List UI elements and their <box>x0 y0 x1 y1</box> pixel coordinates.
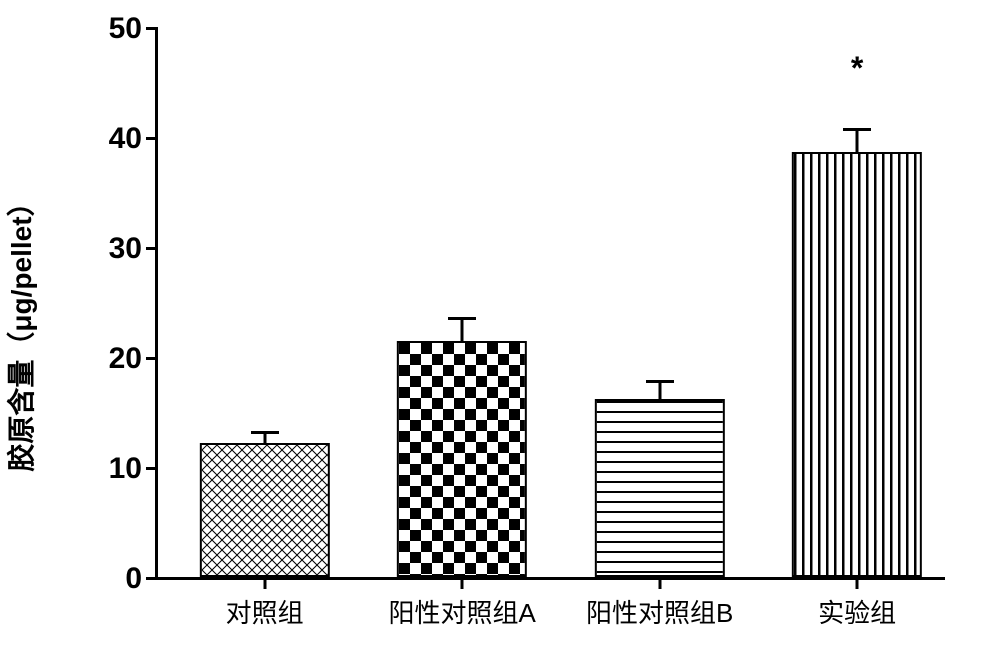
error-stem <box>461 317 464 340</box>
error-bar <box>448 317 476 340</box>
chart-container: 胶原含量（μg/pellet） 01020304050对照组阳性对照组A阳性对照… <box>0 0 1000 660</box>
y-tick: 20 <box>109 342 158 376</box>
y-tick: 0 <box>125 562 158 596</box>
y-tick-mark <box>146 357 158 360</box>
y-tick-label: 20 <box>109 342 142 376</box>
x-category-label: 对照组 <box>226 593 304 630</box>
x-tick-mark <box>658 577 661 589</box>
x-tick-mark <box>461 577 464 589</box>
error-bar <box>251 431 279 443</box>
x-tick-mark <box>263 577 266 589</box>
y-axis-label: 胶原含量（μg/pellet） <box>0 188 40 471</box>
error-stem <box>856 128 859 152</box>
bar <box>199 443 329 577</box>
x-tick-mark <box>856 577 859 589</box>
y-tick-label: 10 <box>109 452 142 486</box>
y-tick: 40 <box>109 122 158 156</box>
plot-area: 01020304050对照组阳性对照组A阳性对照组B*实验组 <box>155 30 945 580</box>
y-tick: 30 <box>109 232 158 266</box>
error-cap <box>646 380 674 383</box>
y-tick-label: 50 <box>109 12 142 46</box>
bar <box>792 152 922 577</box>
y-tick-label: 30 <box>109 232 142 266</box>
error-cap <box>843 128 871 131</box>
y-tick-label: 0 <box>125 562 142 596</box>
y-tick-mark <box>146 577 158 580</box>
error-cap <box>251 431 279 434</box>
bar <box>397 341 527 578</box>
x-category-label: 实验组 <box>818 593 896 630</box>
x-category-label: 阳性对照组A <box>388 593 535 630</box>
error-bar <box>843 128 871 152</box>
y-tick-mark <box>146 467 158 470</box>
error-cap <box>448 317 476 320</box>
y-tick-mark <box>146 247 158 250</box>
y-tick: 50 <box>109 12 158 46</box>
y-tick: 10 <box>109 452 158 486</box>
y-tick-mark <box>146 137 158 140</box>
y-tick-mark <box>146 27 158 30</box>
x-category-label: 阳性对照组B <box>586 593 733 630</box>
y-tick-label: 40 <box>109 122 142 156</box>
significance-mark: * <box>851 50 863 87</box>
error-bar <box>646 380 674 399</box>
bar <box>594 399 724 577</box>
